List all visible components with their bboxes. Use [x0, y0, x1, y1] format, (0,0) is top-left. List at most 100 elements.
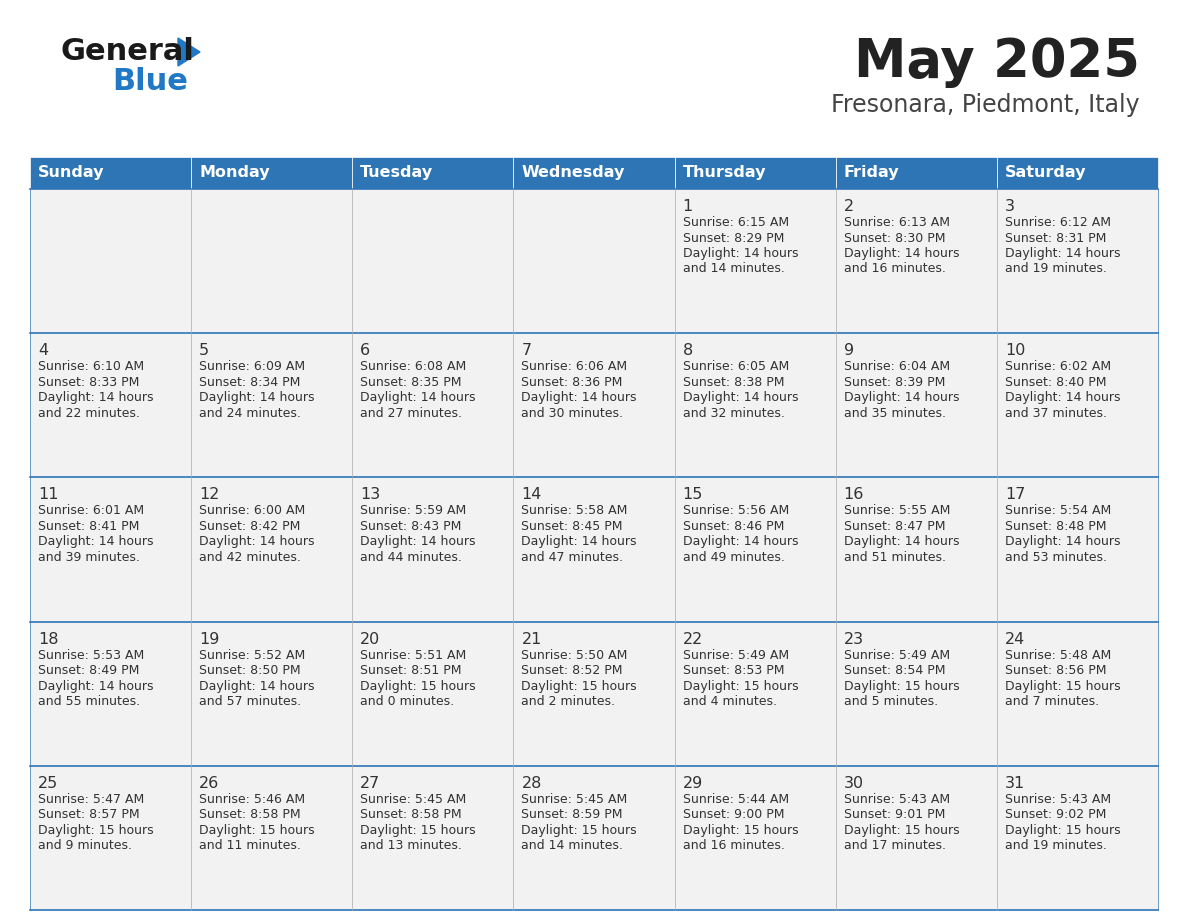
Text: Sunset: 8:59 PM: Sunset: 8:59 PM	[522, 809, 623, 822]
Text: 10: 10	[1005, 343, 1025, 358]
Text: Sunrise: 5:55 AM: Sunrise: 5:55 AM	[843, 504, 950, 518]
Text: 28: 28	[522, 776, 542, 790]
Bar	[353, 333, 513, 477]
Text: Sunrise: 5:43 AM: Sunrise: 5:43 AM	[843, 793, 950, 806]
Text: and 14 minutes.: and 14 minutes.	[683, 263, 784, 275]
Text: Sunrise: 6:05 AM: Sunrise: 6:05 AM	[683, 360, 789, 374]
Text: and 17 minutes.: and 17 minutes.	[843, 839, 946, 852]
Text: Saturday: Saturday	[1005, 165, 1086, 181]
Bar	[513, 477, 675, 621]
Text: 6: 6	[360, 343, 371, 358]
Text: Sunrise: 6:02 AM: Sunrise: 6:02 AM	[1005, 360, 1111, 374]
Text: Daylight: 14 hours: Daylight: 14 hours	[843, 535, 959, 548]
Text: 17: 17	[1005, 487, 1025, 502]
Text: and 13 minutes.: and 13 minutes.	[360, 839, 462, 852]
Text: Daylight: 15 hours: Daylight: 15 hours	[200, 823, 315, 837]
Bar	[835, 333, 997, 477]
Text: Daylight: 14 hours: Daylight: 14 hours	[683, 247, 798, 260]
Bar	[513, 621, 675, 766]
Text: 12: 12	[200, 487, 220, 502]
Text: 7: 7	[522, 343, 531, 358]
Text: and 44 minutes.: and 44 minutes.	[360, 551, 462, 564]
Text: Thursday: Thursday	[683, 165, 766, 181]
Text: Sunrise: 5:52 AM: Sunrise: 5:52 AM	[200, 649, 305, 662]
Text: Sunrise: 5:44 AM: Sunrise: 5:44 AM	[683, 793, 789, 806]
Text: Sunrise: 5:45 AM: Sunrise: 5:45 AM	[522, 793, 627, 806]
Text: Daylight: 15 hours: Daylight: 15 hours	[843, 823, 960, 837]
Text: Sunrise: 5:58 AM: Sunrise: 5:58 AM	[522, 504, 627, 518]
Text: Daylight: 14 hours: Daylight: 14 hours	[38, 391, 153, 404]
Text: 11: 11	[38, 487, 58, 502]
Text: Daylight: 14 hours: Daylight: 14 hours	[200, 391, 315, 404]
Bar	[675, 189, 835, 333]
Text: and 9 minutes.: and 9 minutes.	[38, 839, 132, 852]
Text: and 11 minutes.: and 11 minutes.	[200, 839, 301, 852]
Text: Sunset: 8:38 PM: Sunset: 8:38 PM	[683, 375, 784, 388]
Text: and 22 minutes.: and 22 minutes.	[38, 407, 140, 420]
Bar	[30, 333, 191, 477]
Bar	[675, 477, 835, 621]
Text: 13: 13	[360, 487, 380, 502]
Bar	[675, 621, 835, 766]
Text: 1: 1	[683, 199, 693, 214]
Text: Daylight: 14 hours: Daylight: 14 hours	[360, 391, 475, 404]
Text: and 39 minutes.: and 39 minutes.	[38, 551, 140, 564]
Bar	[191, 189, 353, 333]
Text: Sunrise: 5:50 AM: Sunrise: 5:50 AM	[522, 649, 627, 662]
Text: Sunrise: 5:47 AM: Sunrise: 5:47 AM	[38, 793, 144, 806]
Text: Sunday: Sunday	[38, 165, 105, 181]
Text: and 42 minutes.: and 42 minutes.	[200, 551, 301, 564]
Text: Sunrise: 6:06 AM: Sunrise: 6:06 AM	[522, 360, 627, 374]
Text: and 14 minutes.: and 14 minutes.	[522, 839, 624, 852]
Text: 29: 29	[683, 776, 703, 790]
Text: Daylight: 14 hours: Daylight: 14 hours	[200, 679, 315, 692]
Text: Sunrise: 6:15 AM: Sunrise: 6:15 AM	[683, 216, 789, 229]
Bar	[675, 766, 835, 910]
Text: Sunrise: 6:04 AM: Sunrise: 6:04 AM	[843, 360, 950, 374]
Text: Daylight: 14 hours: Daylight: 14 hours	[38, 679, 153, 692]
Text: Tuesday: Tuesday	[360, 165, 434, 181]
Text: 14: 14	[522, 487, 542, 502]
Text: Daylight: 14 hours: Daylight: 14 hours	[683, 535, 798, 548]
Text: Sunset: 8:51 PM: Sunset: 8:51 PM	[360, 664, 462, 677]
Text: 23: 23	[843, 632, 864, 646]
Text: Sunset: 8:31 PM: Sunset: 8:31 PM	[1005, 231, 1106, 244]
Text: 22: 22	[683, 632, 703, 646]
Text: 30: 30	[843, 776, 864, 790]
Text: Sunset: 8:30 PM: Sunset: 8:30 PM	[843, 231, 946, 244]
Text: Daylight: 15 hours: Daylight: 15 hours	[522, 823, 637, 837]
Bar	[835, 477, 997, 621]
Bar	[191, 477, 353, 621]
Text: 20: 20	[360, 632, 380, 646]
Text: Daylight: 14 hours: Daylight: 14 hours	[522, 535, 637, 548]
Text: and 49 minutes.: and 49 minutes.	[683, 551, 784, 564]
Bar	[997, 766, 1158, 910]
Text: Daylight: 15 hours: Daylight: 15 hours	[1005, 679, 1120, 692]
Bar	[835, 157, 997, 189]
Text: Daylight: 15 hours: Daylight: 15 hours	[38, 823, 153, 837]
Text: Sunset: 8:29 PM: Sunset: 8:29 PM	[683, 231, 784, 244]
Bar	[675, 333, 835, 477]
Text: Daylight: 15 hours: Daylight: 15 hours	[360, 823, 476, 837]
Bar	[997, 621, 1158, 766]
Text: Sunset: 8:40 PM: Sunset: 8:40 PM	[1005, 375, 1106, 388]
Text: Sunrise: 5:49 AM: Sunrise: 5:49 AM	[843, 649, 950, 662]
Bar	[30, 189, 191, 333]
Text: Daylight: 14 hours: Daylight: 14 hours	[200, 535, 315, 548]
Text: 26: 26	[200, 776, 220, 790]
Text: May 2025: May 2025	[854, 36, 1140, 88]
Text: and 16 minutes.: and 16 minutes.	[843, 263, 946, 275]
Text: Daylight: 14 hours: Daylight: 14 hours	[1005, 535, 1120, 548]
Text: Friday: Friday	[843, 165, 899, 181]
Text: Sunset: 9:01 PM: Sunset: 9:01 PM	[843, 809, 946, 822]
Text: and 5 minutes.: and 5 minutes.	[843, 695, 937, 708]
Text: Sunset: 8:58 PM: Sunset: 8:58 PM	[200, 809, 301, 822]
Text: Sunset: 8:45 PM: Sunset: 8:45 PM	[522, 520, 623, 533]
Text: and 55 minutes.: and 55 minutes.	[38, 695, 140, 708]
Text: Sunrise: 6:01 AM: Sunrise: 6:01 AM	[38, 504, 144, 518]
Text: Sunset: 8:43 PM: Sunset: 8:43 PM	[360, 520, 462, 533]
Text: Sunset: 8:49 PM: Sunset: 8:49 PM	[38, 664, 139, 677]
Text: 15: 15	[683, 487, 703, 502]
Text: and 4 minutes.: and 4 minutes.	[683, 695, 777, 708]
Polygon shape	[178, 38, 200, 66]
